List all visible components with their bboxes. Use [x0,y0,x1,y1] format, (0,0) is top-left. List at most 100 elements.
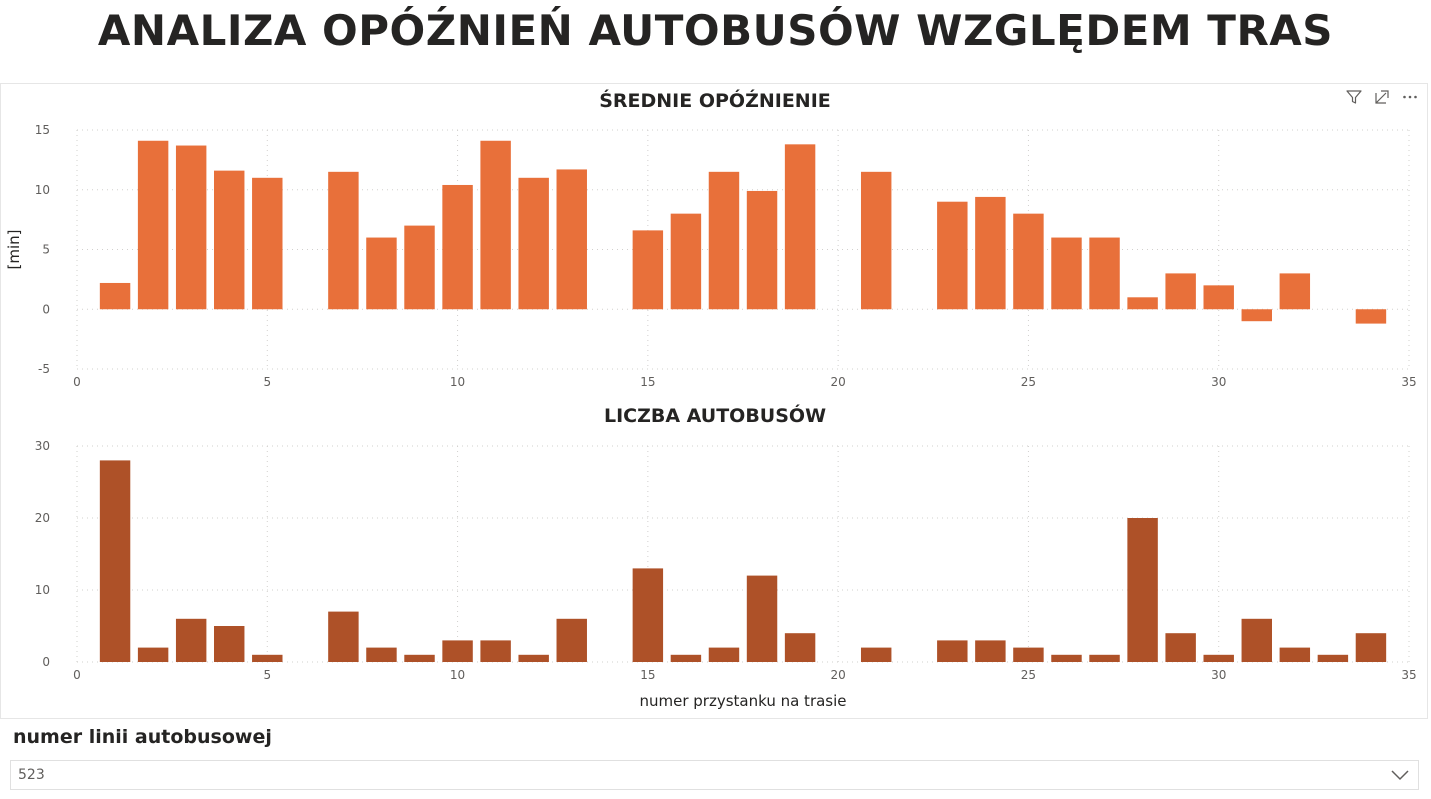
chart-title: ŚREDNIE OPÓŹNIENIE [599,88,831,112]
bar [937,201,968,310]
bar [1241,309,1272,322]
chart-title: LICZBA AUTOBUSÓW [604,403,826,427]
bar [1355,309,1387,324]
bar [1127,297,1158,310]
bar [366,647,397,662]
bar [1013,647,1044,662]
bar [99,282,131,310]
average-delay-chart[interactable]: -5 0 5 10 15 0 5 10 15 20 25 30 35 ŚREDNIE OPÓŹNIENIE… [0,83,1428,400]
chevron-down-icon [1391,770,1409,781]
bar [632,568,664,662]
bar [442,184,473,310]
bar [1051,237,1082,310]
bar [1013,213,1044,310]
bar [214,626,245,662]
bar [175,618,207,662]
y-tick-label: 30 [35,439,50,453]
bar [175,145,207,310]
slicer-title: numer linii autobusowej [13,726,272,748]
bar [480,140,511,310]
x-tick-label: 35 [1401,668,1416,682]
bar [1089,237,1120,310]
bar [404,225,435,310]
x-tick-label: 5 [263,375,271,389]
bar [99,460,131,662]
x-tick-label: 20 [831,668,846,682]
bar [137,647,169,662]
bar [975,196,1006,310]
x-tick-label: 0 [73,668,81,682]
bar [1203,654,1234,662]
x-tick-label: 5 [263,668,271,682]
bar [1051,654,1082,662]
bus-count-chart[interactable]: 0 10 20 30 0 5 10 15 20 25 30 35 LICZBA AUTOBUSÓW num… [0,399,1428,719]
bar [137,140,169,310]
bar [214,170,245,310]
bar [746,575,778,662]
bar [480,640,511,662]
bar [442,640,473,662]
bar [784,144,816,310]
x-tick-label: 30 [1211,668,1226,682]
page-title: ANALIZA OPÓŹNIEŃ AUTOBUSÓW WZGLĘDEM TRAS [97,6,1334,55]
bar [1279,273,1311,310]
x-tick-label: 25 [1021,668,1036,682]
bar [1279,647,1311,662]
x-tick-label: 25 [1021,375,1036,389]
bar [366,237,397,310]
y-tick-label: 15 [35,123,50,137]
y-tick-label: 5 [42,243,50,257]
y-tick-label: 10 [35,583,50,597]
bus-line-selected-value: 523 [18,767,45,783]
x-tick-label: 35 [1401,375,1416,389]
bar [632,230,664,310]
bar [328,611,359,662]
filter-icon[interactable] [1345,88,1363,106]
y-tick-label: 0 [42,302,50,316]
y-tick-label: 20 [35,511,50,525]
bar [518,654,549,662]
focus-mode-icon[interactable] [1373,88,1391,106]
bus-count-chart-svg: 0 10 20 30 0 5 10 15 20 25 30 35 LICZBA AUTOBUSÓW num… [35,403,1417,710]
y-tick-label: 10 [35,183,50,197]
bar [518,177,549,310]
x-tick-label: 10 [450,668,465,682]
bar [556,618,587,662]
bar [1165,273,1196,310]
bus-line-dropdown[interactable]: 523 [10,760,1419,790]
bar [708,647,740,662]
bar [670,213,702,310]
y-axis-label: [min] [5,230,23,270]
x-tick-label: 0 [73,375,81,389]
average-delay-chart-svg: -5 0 5 10 15 0 5 10 15 20 25 30 35 ŚREDNIE OPÓŹNIENIE… [5,88,1417,389]
x-tick-label: 30 [1211,375,1226,389]
x-axis-label: numer przystanku na trasie [639,692,846,710]
bar [1127,518,1158,662]
bar [708,171,740,310]
bar [328,171,359,310]
bar [784,633,816,662]
bar [1355,633,1387,662]
bar [1165,633,1196,662]
bar [1241,618,1272,662]
bar [937,640,968,662]
bar [670,654,702,662]
bar [860,647,892,662]
bar [1317,654,1349,662]
bar [975,640,1006,662]
bar [746,190,778,310]
visual-header [1345,88,1419,106]
y-tick-label: -5 [38,362,50,376]
more-options-icon[interactable] [1401,88,1419,106]
bar [252,177,283,310]
bar [1089,654,1120,662]
x-tick-label: 10 [450,375,465,389]
bar [404,654,435,662]
x-tick-label: 15 [640,375,655,389]
bar [252,654,283,662]
y-tick-label: 0 [42,655,50,669]
x-tick-label: 20 [831,375,846,389]
x-tick-label: 15 [640,668,655,682]
bar [1203,285,1234,310]
bar [860,171,892,310]
